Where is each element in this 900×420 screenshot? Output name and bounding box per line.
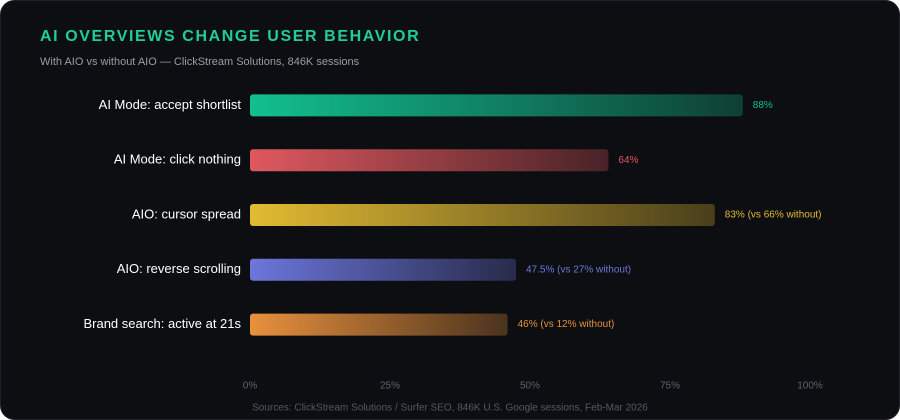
category-label: AIO: cursor spread (132, 206, 241, 221)
value-label: 83% (vs 66% without) (725, 210, 822, 221)
value-label: 88% (753, 100, 773, 111)
x-tick-label: 75% (660, 381, 680, 392)
bar (250, 149, 609, 172)
x-tick-label: 100% (797, 381, 823, 392)
bar (250, 258, 516, 281)
value-label: 46% (vs 12% without) (518, 319, 615, 330)
chart-subtitle: With AIO vs without AIO — ClickStream So… (40, 56, 360, 68)
category-label: AI Mode: accept shortlist (99, 97, 242, 112)
bar (250, 204, 715, 226)
x-tick-label: 50% (520, 381, 540, 392)
bar (250, 94, 743, 117)
bar (250, 313, 508, 336)
category-label: Brand search: active at 21s (83, 316, 241, 331)
source-note: Sources: ClickStream Solutions / Surfer … (252, 403, 648, 414)
chart-title: AI OVERVIEWS CHANGE USER BEHAVIOR (40, 28, 420, 45)
value-label: 64% (618, 155, 638, 166)
category-label: AIO: reverse scrolling (117, 261, 241, 276)
category-label: AI Mode: click nothing (114, 152, 241, 167)
value-label: 47.5% (vs 27% without) (526, 264, 631, 275)
x-tick-label: 0% (243, 381, 258, 392)
x-tick-label: 25% (380, 381, 400, 392)
